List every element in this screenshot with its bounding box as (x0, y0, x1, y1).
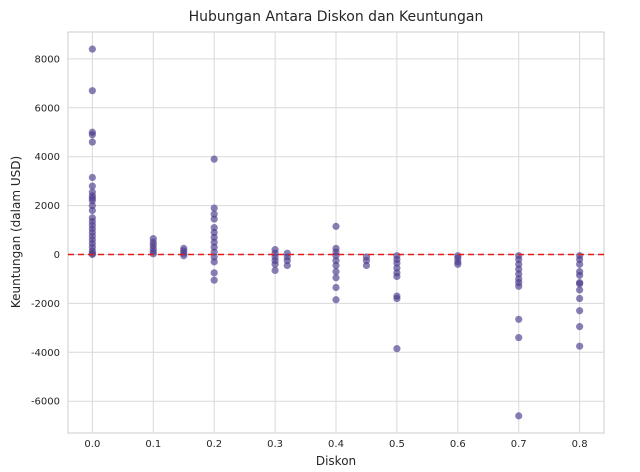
x-tick-labels: 0.0 0.1 0.2 0.3 0.4 0.5 0.6 0.7 0.8 (84, 439, 587, 450)
y-tick-label: 0 (54, 250, 60, 261)
data-point (283, 261, 291, 270)
data-point (180, 252, 188, 260)
data-point (393, 345, 401, 353)
data-points (88, 45, 584, 420)
x-tick-label: 0.2 (206, 439, 222, 450)
data-point (332, 274, 340, 282)
data-point (210, 215, 218, 223)
y-tick-label: 8000 (35, 54, 60, 65)
data-point (576, 342, 584, 350)
x-tick-label: 0.7 (511, 439, 527, 450)
data-point (576, 286, 584, 294)
x-tick-label: 0.1 (145, 439, 161, 450)
y-tick-label: -6000 (31, 397, 60, 408)
y-tick-label: 2000 (35, 201, 60, 212)
data-point (576, 294, 584, 303)
data-point (515, 315, 523, 323)
data-point (576, 307, 584, 315)
data-point (88, 45, 96, 53)
data-point (88, 131, 96, 139)
data-point (332, 222, 340, 230)
data-point (271, 266, 279, 274)
data-point (332, 283, 340, 292)
data-point (210, 155, 218, 163)
data-point (576, 323, 584, 331)
data-point (454, 260, 462, 268)
x-tick-label: 0.8 (572, 439, 588, 450)
data-point (576, 260, 584, 268)
y-tick-labels: -6000 -4000 -2000 0 2000 4000 6000 8000 (31, 54, 60, 407)
data-point (332, 296, 340, 304)
x-tick-label: 0.5 (389, 439, 405, 450)
data-point (332, 261, 340, 270)
data-point (515, 412, 523, 420)
data-point (210, 204, 218, 212)
data-point (576, 280, 584, 288)
data-point (88, 206, 96, 215)
y-tick-label: 4000 (35, 152, 60, 163)
chart-title: Hubungan Antara Diskon dan Keuntungan (189, 9, 484, 25)
data-point (515, 282, 523, 290)
data-point (332, 268, 340, 276)
data-point (210, 258, 218, 266)
y-axis-title: Keuntungan (dalam USD) (9, 156, 23, 308)
data-point (362, 261, 371, 270)
data-point (88, 138, 96, 146)
x-tick-label: 0.3 (267, 439, 283, 450)
data-point (210, 276, 218, 284)
data-point (88, 87, 96, 95)
y-tick-label: 6000 (35, 103, 60, 114)
data-point (88, 173, 96, 182)
data-point (515, 334, 523, 342)
data-point (271, 260, 279, 268)
y-tick-label: -4000 (31, 348, 60, 359)
data-point (393, 294, 401, 303)
x-tick-label: 0.6 (450, 439, 466, 450)
x-tick-label: 0.0 (84, 439, 100, 450)
y-tick-label: -2000 (31, 299, 60, 310)
x-axis-title: Diskon (316, 454, 356, 468)
data-point (393, 272, 401, 281)
data-point (576, 271, 584, 279)
data-point (210, 269, 218, 277)
gridlines (68, 32, 604, 433)
x-tick-label: 0.4 (328, 439, 344, 450)
data-point (88, 182, 96, 190)
